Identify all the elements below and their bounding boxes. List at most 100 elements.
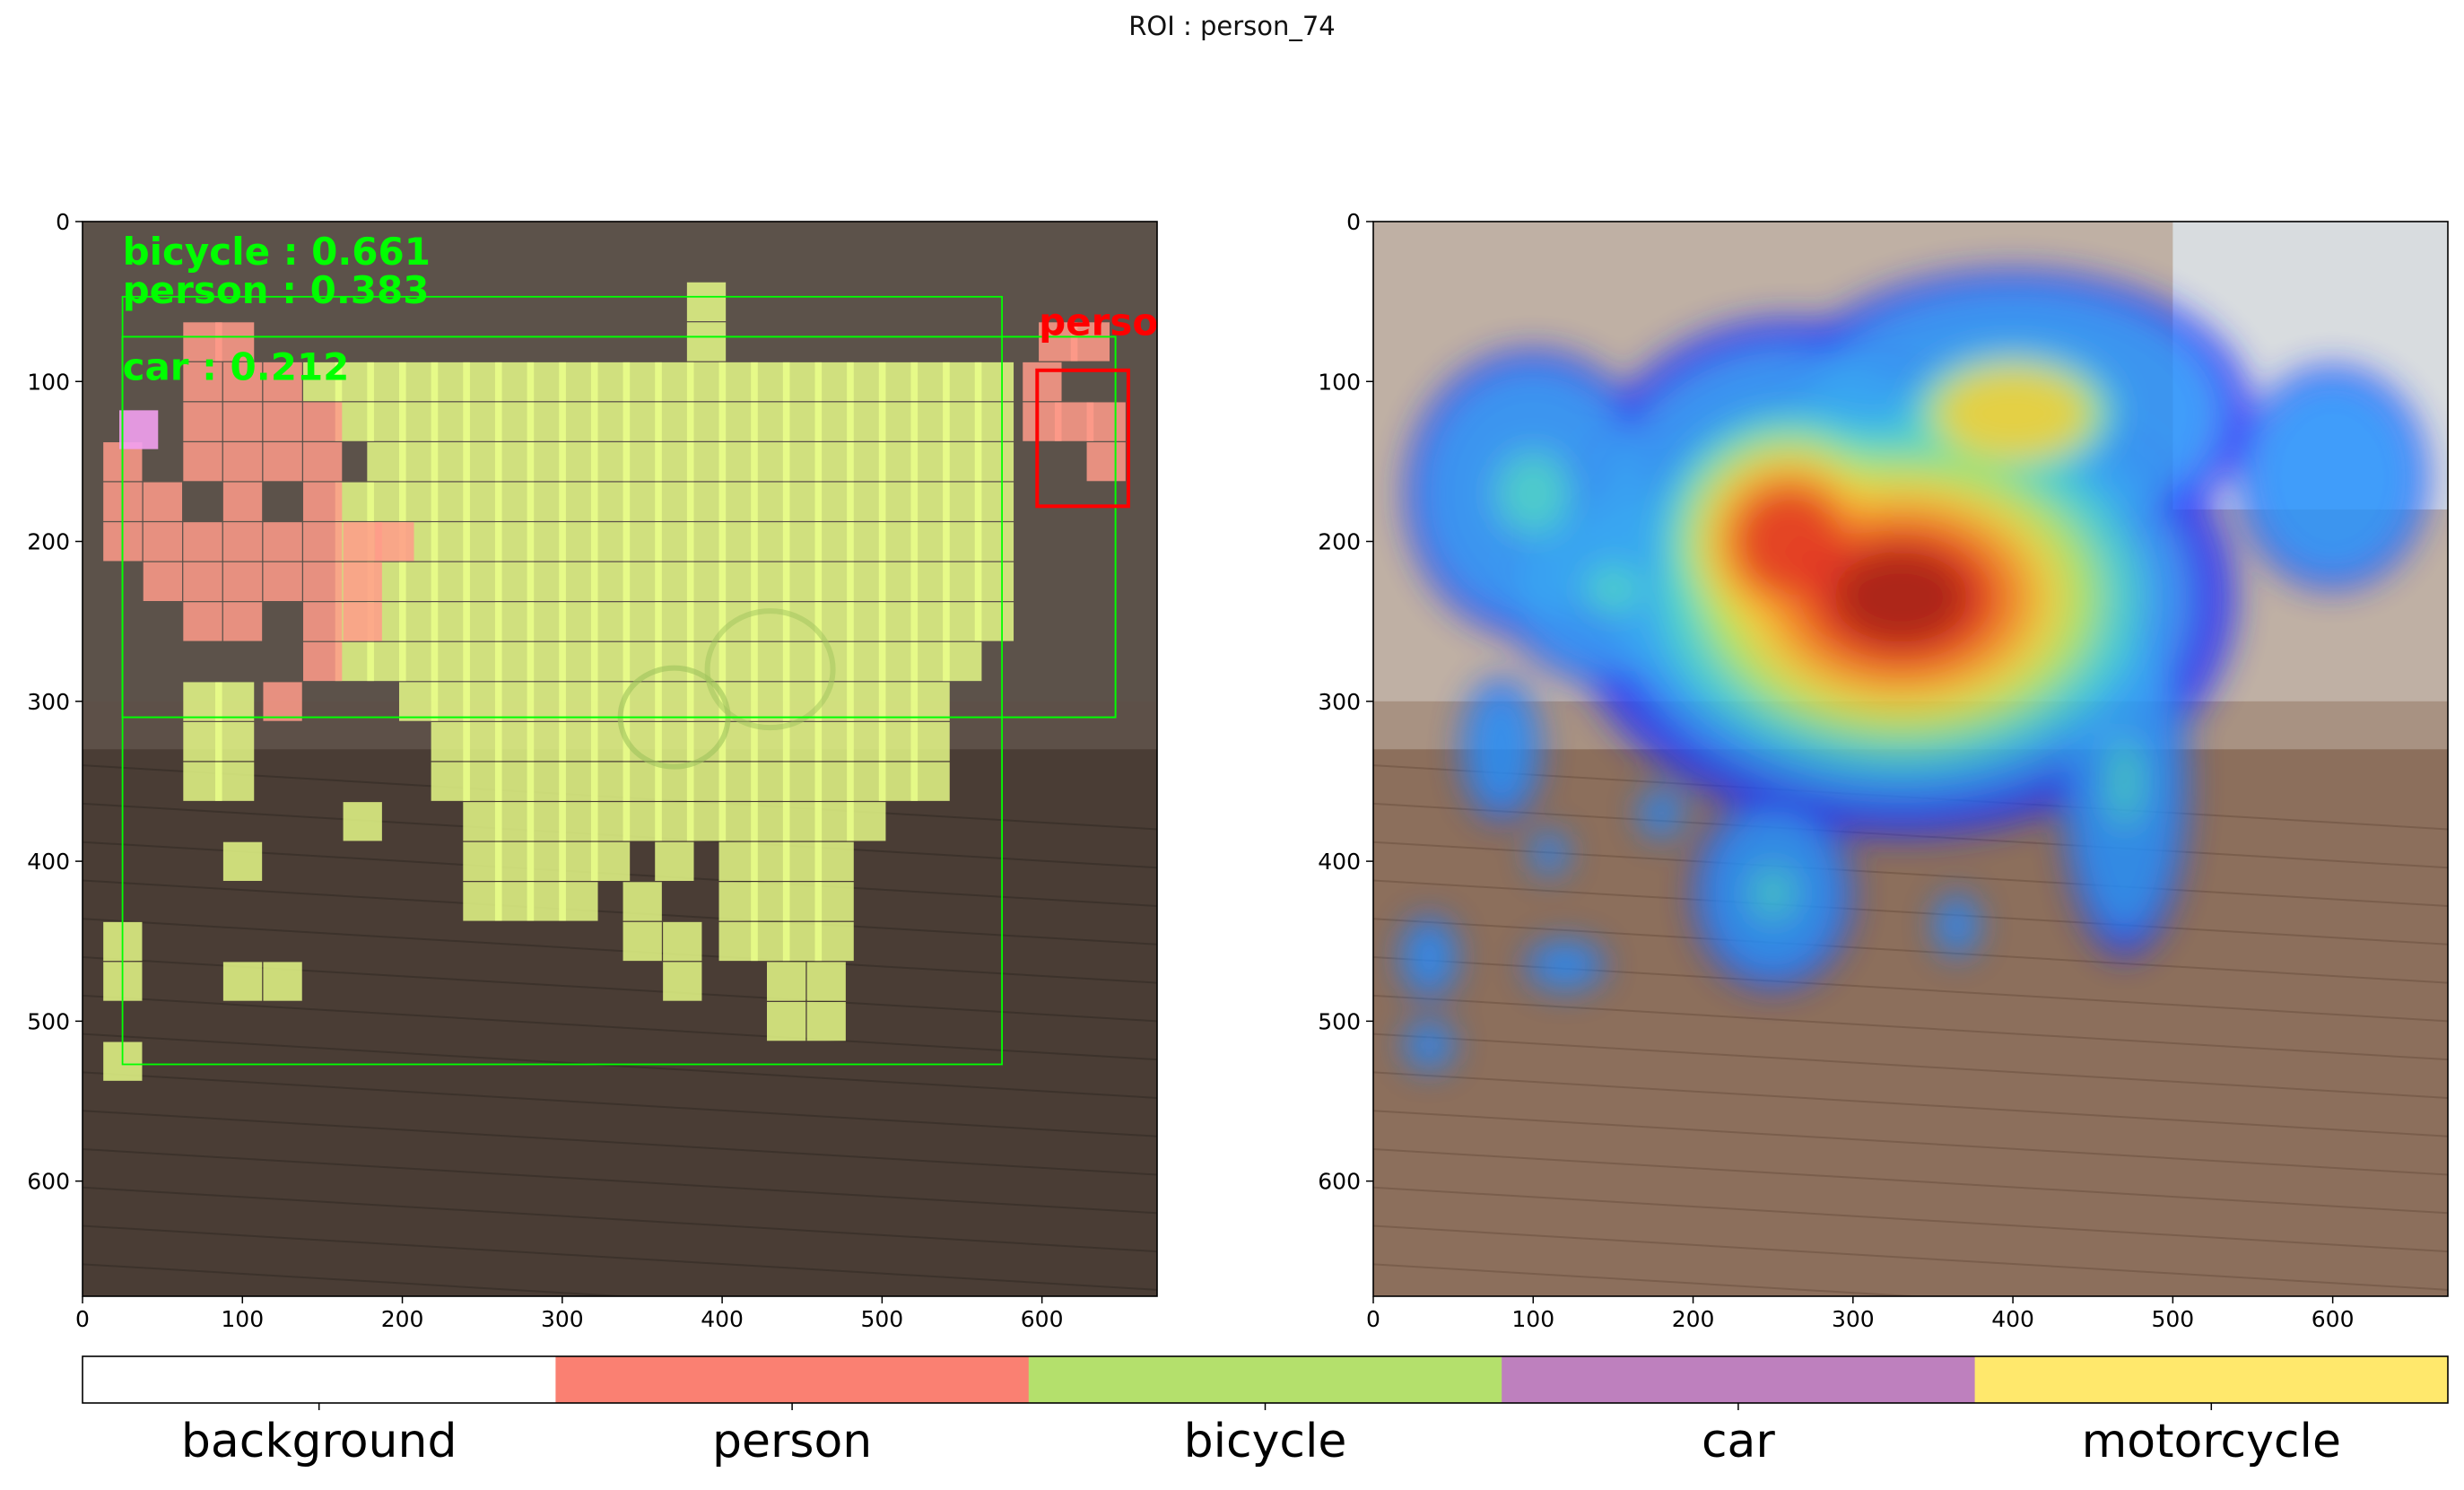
person-cell (263, 362, 302, 402)
bicycle-cell (663, 921, 702, 962)
person-cell (263, 562, 302, 602)
bicycle-cell (974, 522, 1014, 562)
heat-blob (1641, 791, 1681, 835)
person-cell (183, 362, 222, 402)
floor-plank (1373, 1033, 2448, 1099)
bicycle-cell (974, 602, 1014, 641)
bicycle-cell (910, 762, 950, 801)
seg-xtick-label: 0 (75, 1306, 90, 1332)
floor-plank (83, 1071, 1157, 1137)
floor-plank (1373, 1263, 1926, 1296)
att-ytick-label: 400 (1318, 849, 1361, 875)
person-cell (222, 522, 263, 562)
bicycle-cell (767, 1001, 806, 1041)
person-cell (1086, 442, 1126, 482)
colorbar-label: bicycle (1184, 1415, 1347, 1468)
detection-label: car : 0.212 (123, 344, 350, 388)
person-cell (222, 562, 263, 602)
att-xtick-label: 600 (2312, 1306, 2355, 1332)
bicycle-cell (943, 641, 982, 682)
person-cell (343, 562, 382, 602)
seg-ytick-label: 200 (27, 529, 70, 555)
bicycle-cell (663, 962, 702, 1001)
detection-label: person (1039, 301, 1185, 344)
bicycle-cell (814, 841, 854, 881)
bicycle-cell (623, 882, 662, 921)
colorbar-segment (1028, 1356, 1502, 1403)
bicycle-cell (686, 322, 727, 362)
seg-frame (82, 221, 1158, 1297)
floor-plank (83, 879, 1157, 945)
bicycle-cell (806, 962, 846, 1001)
floor-plank (1373, 1110, 2448, 1176)
person-cell (263, 682, 302, 721)
detection-label: person : 0.383 (123, 268, 430, 312)
heat-blob (1753, 868, 1794, 918)
person-cell (1070, 322, 1110, 362)
colorbar-segment (1974, 1356, 2449, 1403)
att-xtick-label: 300 (1832, 1306, 1875, 1332)
person-cell (214, 322, 255, 362)
att-ytick-label: 300 (1318, 689, 1361, 715)
bicycle-cell (974, 482, 1014, 521)
bicycle-cell (974, 402, 1014, 441)
att-ytick-label: 0 (1346, 209, 1361, 235)
bicycle-cell (806, 1001, 846, 1041)
seg-ytick-label: 300 (27, 689, 70, 715)
heat-blob (2251, 382, 2415, 573)
att-ytick-label: 100 (1318, 369, 1361, 395)
person-cell (1086, 402, 1126, 441)
floor-plank (1373, 1186, 2448, 1253)
bicycle-cell (222, 841, 263, 881)
detection-box (121, 335, 1117, 719)
bicycle-cell (974, 442, 1014, 482)
person-cell (1023, 362, 1062, 402)
seg-xtick-label: 500 (861, 1306, 904, 1332)
person-cell (222, 402, 263, 441)
person-cell (183, 562, 222, 602)
floor-plank (83, 1147, 1157, 1215)
bicycle-cell (814, 882, 854, 921)
person-cell (183, 602, 222, 641)
person-cell (1023, 402, 1062, 441)
bicycle-cell (214, 762, 255, 801)
floor-plank (1373, 1071, 2448, 1137)
seg-xtick-label: 300 (541, 1306, 584, 1332)
floor-plank (83, 994, 1157, 1061)
bicycle-cell (263, 962, 302, 1001)
bicycle-cell (910, 682, 950, 721)
person-cell (183, 442, 222, 482)
att-xtick-label: 200 (1672, 1306, 1715, 1332)
person-cell (303, 602, 343, 641)
bicycle-cell (590, 841, 631, 881)
bicycle-cell (343, 802, 382, 841)
person-cell (303, 482, 343, 521)
colorbar-segment (555, 1356, 1030, 1403)
detection-box (1035, 368, 1130, 509)
heat-blob (1735, 487, 1843, 596)
person-cell (343, 602, 382, 641)
person-cell (183, 402, 222, 441)
colorbar-label: motorcycle (2082, 1415, 2341, 1468)
person-cell (222, 482, 263, 521)
floor-plank (1373, 879, 2448, 945)
floor-plank (83, 1186, 1157, 1253)
att-ytick-label: 200 (1318, 529, 1361, 555)
attention-image (1373, 222, 2448, 1296)
heat-blob (1833, 549, 1969, 646)
detection-label: bicycle : 0.661 (123, 230, 431, 274)
colorbar-frame (82, 1355, 2449, 1404)
attention-panel: 0 100 200 300 400 500 600 0 100 200 300 400 500 600 (1318, 209, 2449, 1332)
att-xtick-label: 0 (1366, 1306, 1380, 1332)
seg-ytick-label: 400 (27, 849, 70, 875)
floor-plank (1373, 994, 2448, 1061)
seg-ytick-label: 0 (56, 209, 70, 235)
floor-plank (83, 1263, 635, 1296)
bicycle-cell (214, 682, 255, 721)
att-ytick-label: 600 (1318, 1169, 1361, 1195)
seg-ytick-label: 500 (27, 1008, 70, 1034)
person-cell (263, 442, 302, 482)
floor-plank (1373, 1147, 2448, 1215)
